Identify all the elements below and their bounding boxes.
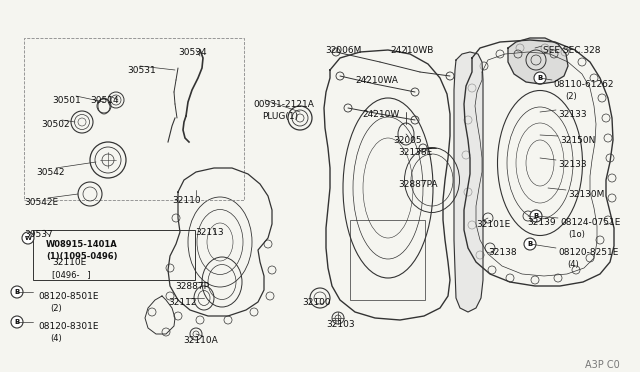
Text: (2): (2) <box>565 92 577 101</box>
Text: A3P C0: A3P C0 <box>585 360 620 370</box>
Text: 08120-8501E: 08120-8501E <box>38 292 99 301</box>
Circle shape <box>11 286 23 298</box>
Text: 30534: 30534 <box>178 48 207 57</box>
Text: 32133: 32133 <box>558 160 587 169</box>
Circle shape <box>530 210 542 222</box>
Text: 32139: 32139 <box>527 218 556 227</box>
Text: 30514: 30514 <box>90 96 118 105</box>
Text: 00931-2121A: 00931-2121A <box>253 100 314 109</box>
Polygon shape <box>508 38 568 84</box>
Text: 32110E: 32110E <box>52 258 86 267</box>
Text: (1)(1095-0496): (1)(1095-0496) <box>46 252 118 261</box>
Polygon shape <box>454 52 483 312</box>
Text: 30531: 30531 <box>127 66 156 75</box>
Text: (2): (2) <box>50 304 61 313</box>
Text: (4): (4) <box>567 260 579 269</box>
Text: 32110A: 32110A <box>183 336 218 345</box>
Text: 30502: 30502 <box>41 120 70 129</box>
Text: 32150N: 32150N <box>560 136 595 145</box>
Circle shape <box>22 232 34 244</box>
Text: 08120-8301E: 08120-8301E <box>38 322 99 331</box>
Text: B: B <box>14 289 20 295</box>
Text: 30537: 30537 <box>24 230 52 239</box>
Text: (1o): (1o) <box>568 230 585 239</box>
Text: 32133: 32133 <box>558 110 587 119</box>
Text: 24210WB: 24210WB <box>390 46 433 55</box>
Text: B: B <box>533 213 539 219</box>
Bar <box>33 230 195 280</box>
Text: 32887P: 32887P <box>175 282 209 291</box>
Text: 30501: 30501 <box>52 96 81 105</box>
Text: 08120-8251E: 08120-8251E <box>558 248 618 257</box>
Text: B: B <box>527 241 532 247</box>
Text: 32101E: 32101E <box>476 220 510 229</box>
Text: PLUG(1): PLUG(1) <box>262 112 298 121</box>
Text: 32113: 32113 <box>195 228 223 237</box>
Text: 32110: 32110 <box>172 196 200 205</box>
Text: W08915-1401A: W08915-1401A <box>46 240 118 249</box>
Text: 32138: 32138 <box>488 248 516 257</box>
Text: 30542: 30542 <box>36 168 65 177</box>
Text: 24210W: 24210W <box>362 110 399 119</box>
Text: 08110-61262: 08110-61262 <box>553 80 614 89</box>
Circle shape <box>524 238 536 250</box>
Bar <box>350 220 425 300</box>
Text: 32112: 32112 <box>168 298 196 307</box>
Bar <box>24 38 244 200</box>
Text: 08124-0751E: 08124-0751E <box>560 218 620 227</box>
Circle shape <box>534 72 546 84</box>
Text: 24210WA: 24210WA <box>355 76 398 85</box>
Text: 32138E: 32138E <box>398 148 432 157</box>
Text: 32103: 32103 <box>326 320 355 329</box>
Text: [0496-   ]: [0496- ] <box>52 270 91 279</box>
Circle shape <box>11 316 23 328</box>
Text: SEE SEC.328: SEE SEC.328 <box>543 46 600 55</box>
Text: 32005: 32005 <box>393 136 422 145</box>
Text: 32100: 32100 <box>302 298 331 307</box>
Text: W: W <box>24 235 31 241</box>
Text: 30542E: 30542E <box>24 198 58 207</box>
Text: B: B <box>14 319 20 325</box>
Text: 32130M: 32130M <box>568 190 604 199</box>
Text: 32006M: 32006M <box>325 46 362 55</box>
Text: (4): (4) <box>50 334 61 343</box>
Text: 32887PA: 32887PA <box>398 180 438 189</box>
Text: B: B <box>538 75 543 81</box>
